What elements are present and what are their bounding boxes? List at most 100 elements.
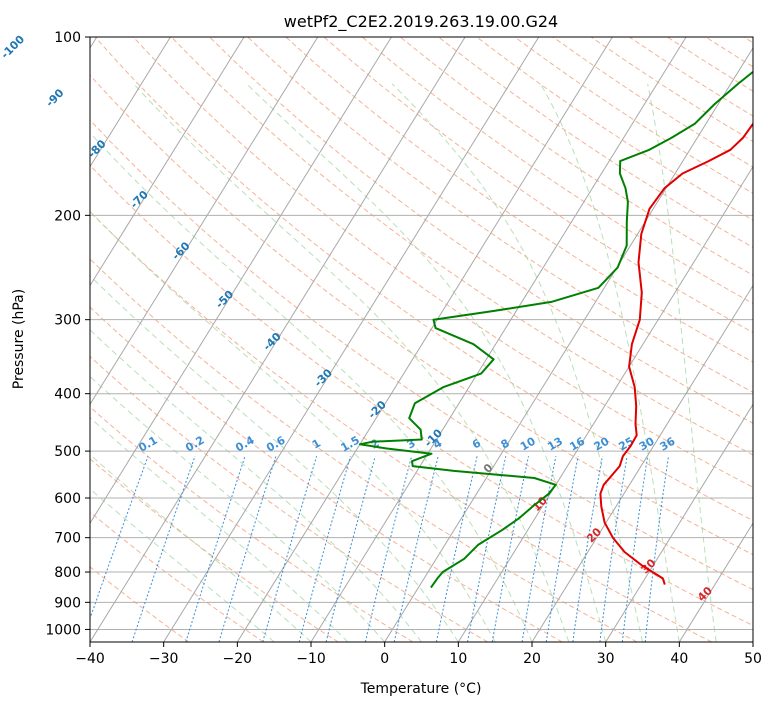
x-tick-label: 30 [597, 651, 615, 667]
moist-adiabats [90, 83, 717, 642]
mixing-ratio-line [364, 456, 413, 642]
mixing-ratio-line [298, 456, 351, 642]
isotherm-line [163, 37, 540, 642]
isotherm-label: -60 [169, 239, 192, 262]
y-axis-ticks: 100 200 300 400 500 600 700 800 900 1000 [45, 30, 90, 638]
dry-adiabat [90, 566, 190, 642]
mixing-ratio-line [393, 456, 439, 642]
isotherm-label: -90 [43, 86, 66, 109]
dry-adiabat [438, 37, 753, 248]
moist-adiabat [90, 210, 496, 642]
y-tick-label: 700 [54, 531, 81, 547]
dry-adiabat [667, 37, 753, 92]
isotherm-label: 40 [695, 584, 715, 604]
mixing-ratio-line [325, 456, 376, 642]
dry-adiabat [90, 511, 264, 642]
dry-adiabat [94, 37, 753, 522]
plot-frame [89, 36, 754, 643]
dry-adiabat [90, 258, 638, 642]
dry-adiabat [90, 306, 563, 642]
moist-adiabat [90, 375, 386, 642]
dry-adiabat [323, 37, 753, 334]
mixing-ratio-line [491, 456, 529, 642]
mixing-ratio-line [218, 456, 277, 642]
dry-adiabat [361, 37, 753, 305]
isoline-labels: -100-90-80-70-60-50-40-30-20-10010203040… [0, 33, 715, 605]
moist-adiabat [133, 83, 570, 642]
moist-adiabat [246, 83, 607, 642]
dry-adiabat [90, 355, 488, 642]
isotherm-line [457, 165, 753, 642]
mixing-ratio-line [521, 456, 557, 642]
mixing-ratio-line [572, 456, 603, 642]
mixing-ratio-lines [90, 456, 669, 642]
chart-title: wetPf2_C2E2.2019.263.19.00.G24 [284, 12, 558, 32]
y-axis-label: Pressure (hPa) [11, 289, 27, 389]
y-tick-label: 1000 [45, 622, 81, 638]
mixing-ratio-line [599, 456, 628, 642]
x-tick-label: 10 [449, 651, 467, 667]
isotherm-line [678, 522, 753, 642]
moist-adiabat [90, 454, 312, 642]
pressure-gridlines [90, 37, 753, 630]
dry-adiabat [705, 37, 753, 68]
x-tick-label: −30 [149, 651, 179, 667]
mixing-ratio-line [545, 456, 579, 642]
dry-adiabat [743, 37, 753, 44]
y-tick-label: 400 [54, 387, 81, 403]
dry-adiabat [90, 119, 753, 591]
isotherm-label: -40 [261, 330, 284, 353]
y-tick-label: 500 [54, 444, 81, 460]
y-tick-label: 300 [54, 313, 81, 329]
mixing-ratio-line [262, 456, 318, 642]
y-tick-label: 900 [54, 595, 81, 611]
dewpoint-profile-line [358, 70, 753, 589]
isotherm-line [90, 37, 171, 168]
y-tick-label: 100 [54, 30, 81, 46]
isotherm-line [90, 37, 466, 642]
isotherm-line [531, 284, 753, 642]
mixing-ratio-label: 2 [368, 437, 381, 452]
dry-adiabat [285, 37, 753, 363]
temperature-profile-line [599, 122, 753, 585]
dry-adiabat [209, 37, 753, 424]
mixing-ratio-line [90, 456, 149, 620]
y-tick-label: 800 [54, 565, 81, 581]
x-tick-label: −20 [223, 651, 253, 667]
isotherm-line [90, 37, 245, 287]
moist-adiabat [540, 83, 680, 642]
moist-adiabat [90, 132, 533, 642]
dry-adiabat [171, 37, 753, 456]
isotherm-line [384, 46, 753, 642]
isotherm-label: -30 [312, 366, 335, 389]
x-tick-label: 0 [380, 651, 389, 667]
dry-adiabat [90, 211, 712, 642]
isotherm-line [752, 641, 753, 642]
isotherm-label: 10 [530, 494, 550, 514]
moist-adiabat [647, 83, 717, 642]
mixing-ratio-line [467, 456, 507, 642]
mixing-ratio-label: 6 [470, 436, 483, 451]
isotherm-label: 20 [584, 525, 604, 545]
isotherm-label: -50 [213, 288, 236, 311]
mixing-ratio-line [621, 456, 649, 642]
dry-adiabat [247, 37, 753, 393]
x-tick-label: −10 [296, 651, 326, 667]
isotherm-label: -100 [0, 33, 27, 62]
profile-series [358, 70, 753, 589]
x-tick-label: 20 [523, 651, 541, 667]
mixing-ratio-line [131, 456, 196, 642]
x-tick-label: 50 [744, 651, 762, 667]
isotherm-label: -80 [85, 137, 108, 160]
isotherm-line [90, 37, 319, 406]
x-tick-label: 40 [670, 651, 688, 667]
dry-adiabat [90, 164, 753, 627]
moist-adiabat [90, 329, 422, 642]
moist-adiabat [90, 275, 459, 642]
x-axis-label: Temperature (°C) [360, 681, 482, 697]
y-tick-label: 600 [54, 491, 81, 507]
y-tick-label: 200 [54, 208, 81, 224]
mixing-ratio-label: 4 [431, 436, 444, 451]
isotherm-label: -70 [128, 188, 151, 211]
x-axis-ticks: −40 −30 −20 −10 0 10 20 30 40 50 [75, 642, 762, 667]
